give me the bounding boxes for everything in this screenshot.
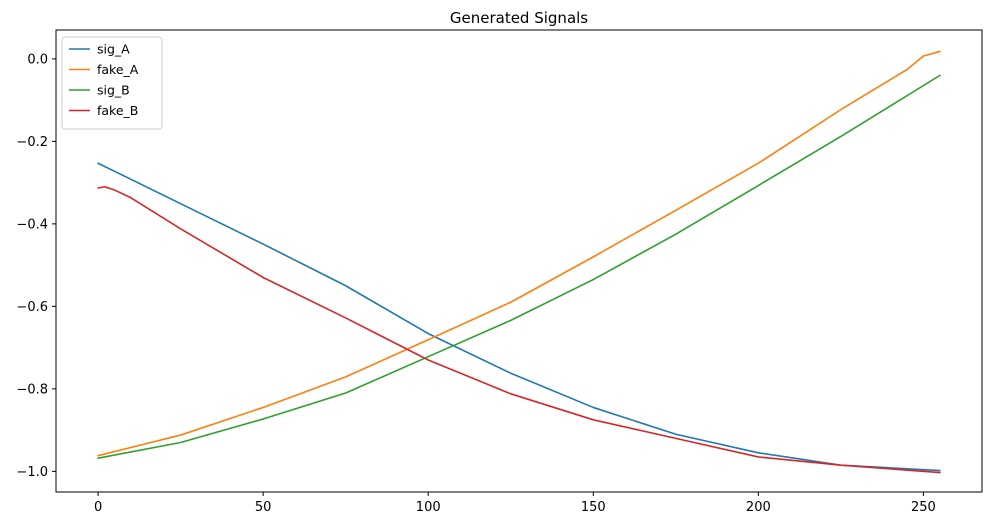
- x-tick-label: 200: [746, 500, 771, 515]
- legend-label-sig_A: sig_A: [97, 42, 130, 57]
- legend-label-fake_A: fake_A: [97, 62, 139, 77]
- series-line-sig_B: [97, 74, 941, 459]
- y-tick-label: −0.6: [16, 300, 48, 315]
- x-tick-label: 100: [416, 500, 441, 515]
- y-tick-label: 0.0: [27, 52, 48, 67]
- x-tick-label: 0: [94, 500, 102, 515]
- series-line-sig_A: [97, 162, 941, 472]
- ticks-layer: 0 50 100 150 200 250 0.0 −0.2 −0.4 −0.6 −0.8 −1.0: [16, 52, 935, 515]
- legend-label-fake_B: fake_B: [97, 103, 138, 118]
- y-tick-label: −0.2: [16, 135, 48, 150]
- legend-box: [61, 36, 163, 130]
- legend-label-sig_B: sig_B: [97, 83, 130, 98]
- plot-frame: [55, 29, 983, 493]
- x-tick-label: 50: [255, 500, 272, 515]
- x-tick-label: 250: [911, 500, 936, 515]
- series-line-fake_A: [97, 50, 941, 457]
- y-tick-label: −0.4: [16, 217, 48, 232]
- series-layer: [97, 50, 941, 474]
- y-tick-label: −0.8: [16, 382, 48, 397]
- series-line-fake_B: [97, 185, 941, 474]
- x-tick-label: 150: [581, 500, 606, 515]
- legend: sig_A fake_A sig_B fake_B: [61, 36, 163, 130]
- chart-title: Generated Signals: [450, 9, 588, 27]
- y-tick-label: −1.0: [16, 465, 48, 480]
